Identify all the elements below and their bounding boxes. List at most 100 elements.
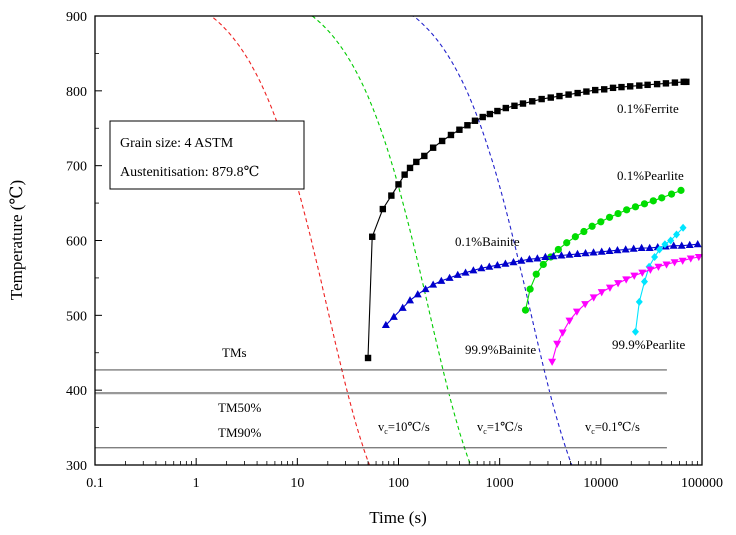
data-point: [605, 213, 614, 221]
data-point: [501, 259, 510, 267]
data-point: [645, 243, 654, 251]
y-tick-label: 800: [66, 85, 87, 100]
data-point: [653, 80, 661, 88]
cooling-curve: [95, 16, 371, 465]
data-point: [626, 83, 634, 90]
data-point: [669, 241, 678, 249]
y-tick-label: 600: [66, 235, 87, 250]
data-point: [517, 256, 526, 264]
data-point: [532, 270, 540, 278]
data-point: [565, 250, 574, 258]
x-tick-label: 100000: [681, 476, 723, 491]
y-tick-label: 400: [66, 384, 87, 399]
info-box: Grain size: 4 ASTM Austenitisation: 879.…: [109, 120, 305, 190]
data-point: [621, 245, 630, 253]
series-99-9-bainite: [548, 253, 703, 366]
x-tick-label: 100: [388, 476, 409, 491]
data-point: [529, 98, 536, 105]
data-point: [605, 246, 614, 254]
data-point: [655, 245, 663, 254]
data-point: [571, 233, 579, 241]
critical-temperature-lines: [95, 369, 667, 449]
data-point: [538, 95, 545, 103]
series-annotation: 99.9%Pearlite: [612, 337, 686, 352]
data-point: [654, 263, 663, 271]
data-point: [556, 92, 563, 100]
data-point: [637, 243, 646, 251]
data-point: [438, 137, 446, 145]
cooling-curve: [95, 16, 573, 465]
data-point: [644, 81, 651, 89]
cooling-rate-label: vc=1℃/s: [477, 420, 523, 436]
series-0-1-ferrite: [364, 78, 690, 362]
data-point: [565, 91, 572, 98]
data-point: [486, 110, 494, 118]
data-point: [601, 86, 608, 93]
series-line: [367, 81, 687, 359]
data-point: [597, 247, 606, 255]
series-line: [634, 227, 684, 332]
data-point: [388, 192, 395, 199]
data-point: [541, 252, 550, 260]
data-point: [471, 117, 479, 124]
data-point: [447, 131, 455, 139]
data-point: [526, 285, 534, 293]
data-point: [557, 251, 566, 259]
data-series: [364, 78, 703, 366]
y-tick-label: 900: [66, 10, 87, 25]
data-point: [623, 206, 631, 214]
data-point: [679, 223, 687, 232]
data-point: [398, 303, 407, 311]
data-point: [469, 266, 478, 274]
data-point: [563, 239, 571, 247]
data-point: [565, 317, 574, 325]
data-point: [636, 82, 643, 89]
data-point: [395, 181, 402, 188]
series-99-9-pearlite: [631, 223, 687, 336]
data-point: [609, 84, 617, 92]
data-point: [651, 252, 659, 261]
data-point: [693, 240, 702, 248]
series-annotation: 99.9%Bainite: [465, 342, 536, 357]
data-point: [614, 280, 623, 288]
data-point: [401, 171, 408, 178]
data-point: [413, 158, 420, 166]
y-tick-label: 700: [66, 160, 87, 175]
cooling-curves: [95, 16, 573, 465]
data-point: [618, 83, 625, 91]
data-point: [539, 260, 547, 269]
x-tick-label: 10: [290, 476, 304, 491]
data-point: [686, 255, 695, 263]
info-box-austenitisation: Austenitisation: 879.8℃: [120, 165, 259, 180]
data-point: [479, 113, 486, 121]
data-point: [685, 240, 694, 248]
data-point: [646, 266, 655, 274]
data-point: [649, 197, 657, 205]
series-line: [385, 243, 698, 326]
data-point: [456, 126, 463, 133]
data-point: [683, 78, 690, 86]
y-tick-label: 500: [66, 309, 87, 324]
annotations: vc=10℃/s vc=1℃/s vc=0.1℃/s TMs TM50% TM90% 0.1…: [218, 101, 686, 440]
series-annotation: 0.1%Pearlite: [617, 168, 684, 183]
data-point: [379, 205, 387, 213]
data-point: [631, 203, 640, 211]
data-point: [477, 263, 486, 272]
data-point: [589, 294, 598, 302]
data-point: [589, 248, 598, 256]
cooling-curve: [95, 16, 472, 465]
data-point: [572, 308, 581, 316]
data-point: [525, 255, 534, 263]
data-point: [369, 233, 376, 240]
data-point: [421, 284, 430, 293]
data-point: [635, 297, 643, 306]
data-point: [592, 86, 599, 94]
plot-frame: [94, 15, 703, 466]
data-point: [558, 329, 567, 337]
data-point: [453, 270, 462, 278]
data-point: [670, 259, 679, 267]
y-axis-label: Temperature (℃): [7, 180, 26, 300]
data-point: [429, 144, 437, 151]
data-point: [547, 94, 554, 101]
